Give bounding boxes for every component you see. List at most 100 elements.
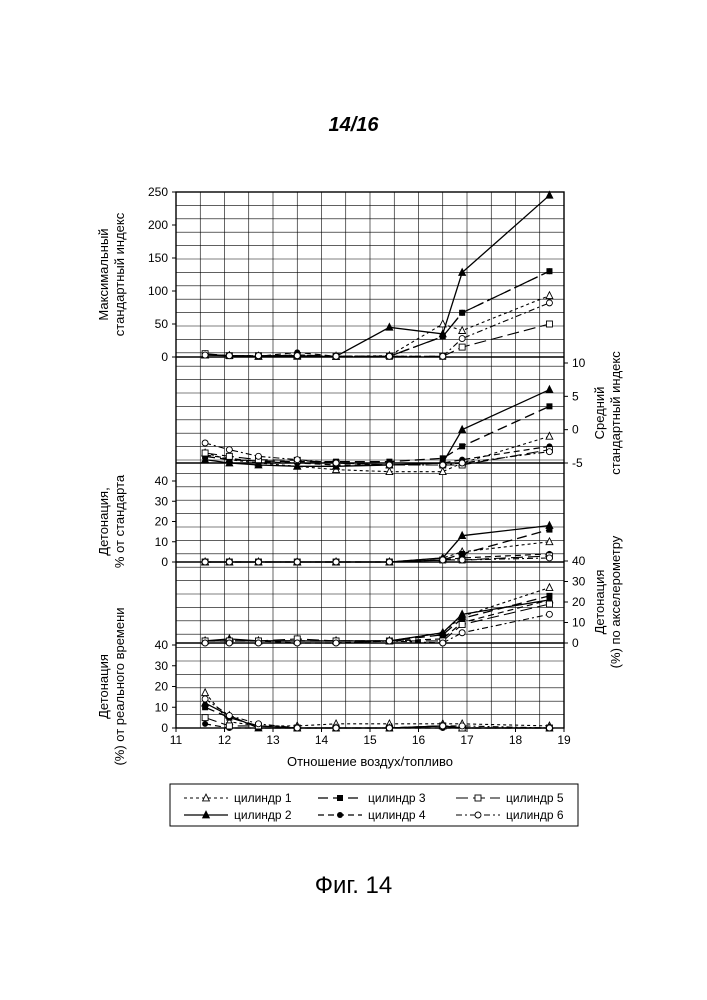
- series-1: [202, 584, 553, 644]
- marker-open-circle: [440, 723, 446, 729]
- marker-open-circle: [386, 638, 392, 644]
- y-tick-label: 250: [148, 185, 168, 199]
- marker-open-circle: [202, 352, 208, 358]
- marker-filled-circle: [546, 268, 552, 274]
- marker-open-circle: [440, 640, 446, 646]
- marker-open-circle: [255, 559, 261, 565]
- marker-filled-square: [337, 795, 343, 801]
- marker-open-circle: [546, 300, 552, 306]
- marker-open-triangle: [202, 689, 209, 696]
- y-tick-label: 30: [572, 575, 586, 589]
- y-tick-label: 5: [572, 389, 579, 403]
- y-axis-label: Детонация(%) от реального времени: [96, 607, 127, 765]
- marker-open-circle: [386, 559, 392, 565]
- figure-caption: Фиг. 14: [0, 872, 707, 900]
- y-tick-label: 0: [161, 555, 168, 569]
- y-axis-label-line: стандартный индекс: [608, 351, 623, 475]
- marker-open-triangle: [546, 538, 553, 545]
- marker-filled-triangle: [546, 386, 553, 393]
- series-line: [205, 303, 549, 356]
- y-tick-label: 50: [155, 317, 169, 331]
- y-axis-label: Среднийстандартный индекс: [592, 351, 623, 475]
- marker-open-circle: [226, 640, 232, 646]
- y-axis-label: Максимальныйстандартный индекс: [96, 212, 127, 336]
- marker-open-square: [459, 344, 465, 350]
- series-1: [202, 432, 553, 474]
- marker-open-circle: [546, 611, 552, 617]
- marker-open-circle: [386, 353, 392, 359]
- series-4: [202, 597, 552, 646]
- marker-open-circle: [333, 353, 339, 359]
- y-axis-label-line: Средний: [592, 387, 607, 440]
- marker-open-circle: [202, 559, 208, 565]
- x-tick-label: 14: [315, 733, 329, 747]
- marker-open-circle: [202, 640, 208, 646]
- legend: цилиндр 1цилиндр 2цилиндр 3цилиндр 4цили…: [170, 784, 578, 826]
- y-tick-label: 10: [155, 535, 169, 549]
- legend-label: цилиндр 3: [368, 791, 426, 805]
- panel-mean_index: 1050-5Среднийстандартный индекс: [202, 351, 623, 475]
- y-tick-label: 0: [572, 423, 579, 437]
- legend-label: цилиндр 1: [234, 791, 292, 805]
- x-tick-label: 12: [218, 733, 232, 747]
- series-6: [202, 300, 552, 359]
- series-2: [202, 596, 553, 644]
- marker-open-circle: [333, 725, 339, 731]
- y-tick-label: -5: [572, 456, 583, 470]
- marker-open-circle: [255, 640, 261, 646]
- marker-open-circle: [294, 559, 300, 565]
- marker-open-circle: [202, 440, 208, 446]
- series-3: [202, 593, 552, 644]
- y-tick-label: 40: [572, 554, 586, 568]
- y-tick-label: 40: [155, 638, 169, 652]
- marker-filled-circle: [440, 334, 446, 340]
- series-line: [205, 530, 549, 562]
- y-axis-label-line: (%) по акселерометру: [608, 535, 623, 668]
- marker-open-square: [226, 723, 232, 729]
- series-line: [205, 588, 549, 641]
- series-line: [205, 600, 549, 643]
- marker-filled-square: [459, 443, 465, 449]
- marker-open-circle: [386, 725, 392, 731]
- marker-open-square: [475, 795, 481, 801]
- series-2: [202, 699, 553, 731]
- marker-open-circle: [294, 640, 300, 646]
- marker-open-square: [202, 715, 208, 721]
- marker-open-circle: [459, 460, 465, 466]
- x-tick-label: 18: [509, 733, 523, 747]
- marker-open-circle: [294, 353, 300, 359]
- marker-open-triangle: [546, 292, 553, 299]
- marker-open-circle: [440, 557, 446, 563]
- series-1: [202, 689, 553, 729]
- x-tick-label: 15: [363, 733, 377, 747]
- marker-open-circle: [294, 457, 300, 463]
- legend-label: цилиндр 5: [506, 791, 564, 805]
- y-tick-label: 30: [155, 659, 169, 673]
- y-tick-label: 200: [148, 218, 168, 232]
- y-tick-label: 0: [161, 721, 168, 735]
- series-line: [205, 195, 549, 356]
- marker-open-circle: [333, 460, 339, 466]
- y-tick-label: 40: [155, 474, 169, 488]
- series-line: [205, 271, 549, 356]
- y-axis-label: Детонация,% от стандарта: [96, 474, 127, 568]
- y-axis-label: Детонация(%) по акселерометру: [592, 535, 623, 668]
- panel-knock_accel: 403020100Детонация(%) по акселерометру: [202, 535, 623, 668]
- marker-filled-square: [202, 704, 208, 710]
- marker-open-circle: [226, 353, 232, 359]
- legend-label: цилиндр 4: [368, 808, 426, 822]
- y-tick-label: 20: [155, 680, 169, 694]
- marker-filled-square: [546, 403, 552, 409]
- series-6: [202, 440, 552, 468]
- marker-open-circle: [546, 449, 552, 455]
- marker-open-circle: [294, 725, 300, 731]
- y-tick-label: 0: [572, 636, 579, 650]
- marker-open-circle: [459, 630, 465, 636]
- marker-filled-circle: [202, 721, 208, 727]
- y-tick-label: 100: [148, 284, 168, 298]
- marker-open-circle: [386, 462, 392, 468]
- marker-filled-circle: [337, 812, 343, 818]
- marker-open-circle: [475, 812, 481, 818]
- marker-filled-circle: [459, 310, 465, 316]
